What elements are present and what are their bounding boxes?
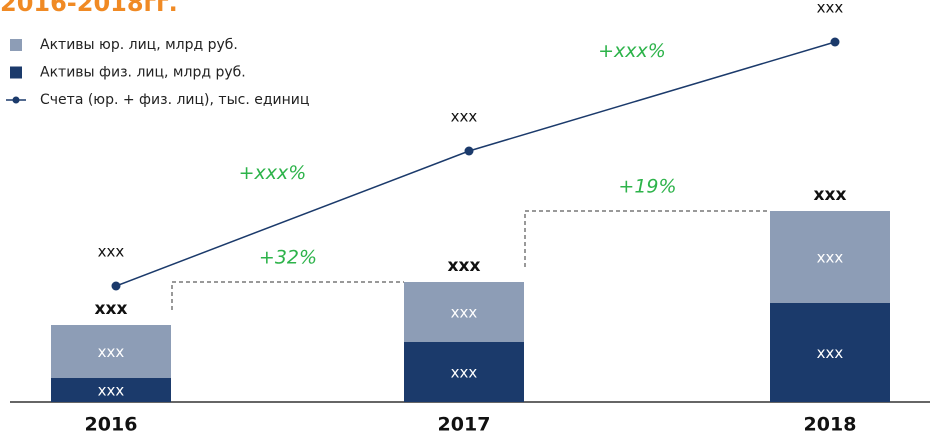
line-value-label: xxx	[451, 108, 478, 126]
bar-segment	[770, 211, 890, 303]
bar-value-label: xxx	[817, 249, 844, 267]
legend-swatch	[10, 66, 22, 79]
growth-connector	[524, 210, 770, 267]
legend-swatch	[10, 39, 22, 51]
growth-label: +19%	[618, 176, 676, 198]
bar-value-label: xxx	[451, 304, 478, 322]
line-point	[464, 146, 474, 156]
legend-marker	[12, 96, 20, 104]
bar-segment	[404, 342, 524, 402]
total-label: xxx	[95, 299, 128, 319]
line-point	[111, 281, 121, 291]
line-value-label: xxx	[817, 0, 844, 17]
bar-segment	[51, 378, 171, 402]
line-growth-label: +xxx%	[239, 162, 307, 184]
legend-label: Счета (юр. + физ. лиц), тыс. единиц	[40, 92, 309, 108]
legend-label: Активы юр. лиц, млрд руб.	[40, 37, 238, 53]
growth-label: +32%	[259, 247, 317, 269]
line-point	[830, 37, 840, 47]
legend-label: Активы физ. лиц, млрд руб.	[40, 65, 246, 81]
line-value-label: xxx	[98, 243, 125, 261]
growth-connector	[171, 281, 404, 310]
bar-value-label: xxx	[98, 343, 125, 361]
x-tick-label: 2018	[804, 414, 857, 436]
bar-segment	[770, 303, 890, 402]
bar-value-label: xxx	[451, 364, 478, 382]
bar-value-label: xxx	[98, 382, 125, 400]
chart-title: 2016-2018гг.	[0, 0, 178, 17]
line-growth-label: +xxx%	[598, 40, 666, 62]
bar-segment	[404, 282, 524, 342]
x-tick-label: 2017	[438, 414, 491, 436]
bar-segment	[51, 325, 171, 378]
x-tick-label: 2016	[85, 414, 138, 436]
bar-value-label: xxx	[817, 344, 844, 362]
total-label: xxx	[448, 256, 481, 276]
total-label: xxx	[814, 185, 847, 205]
